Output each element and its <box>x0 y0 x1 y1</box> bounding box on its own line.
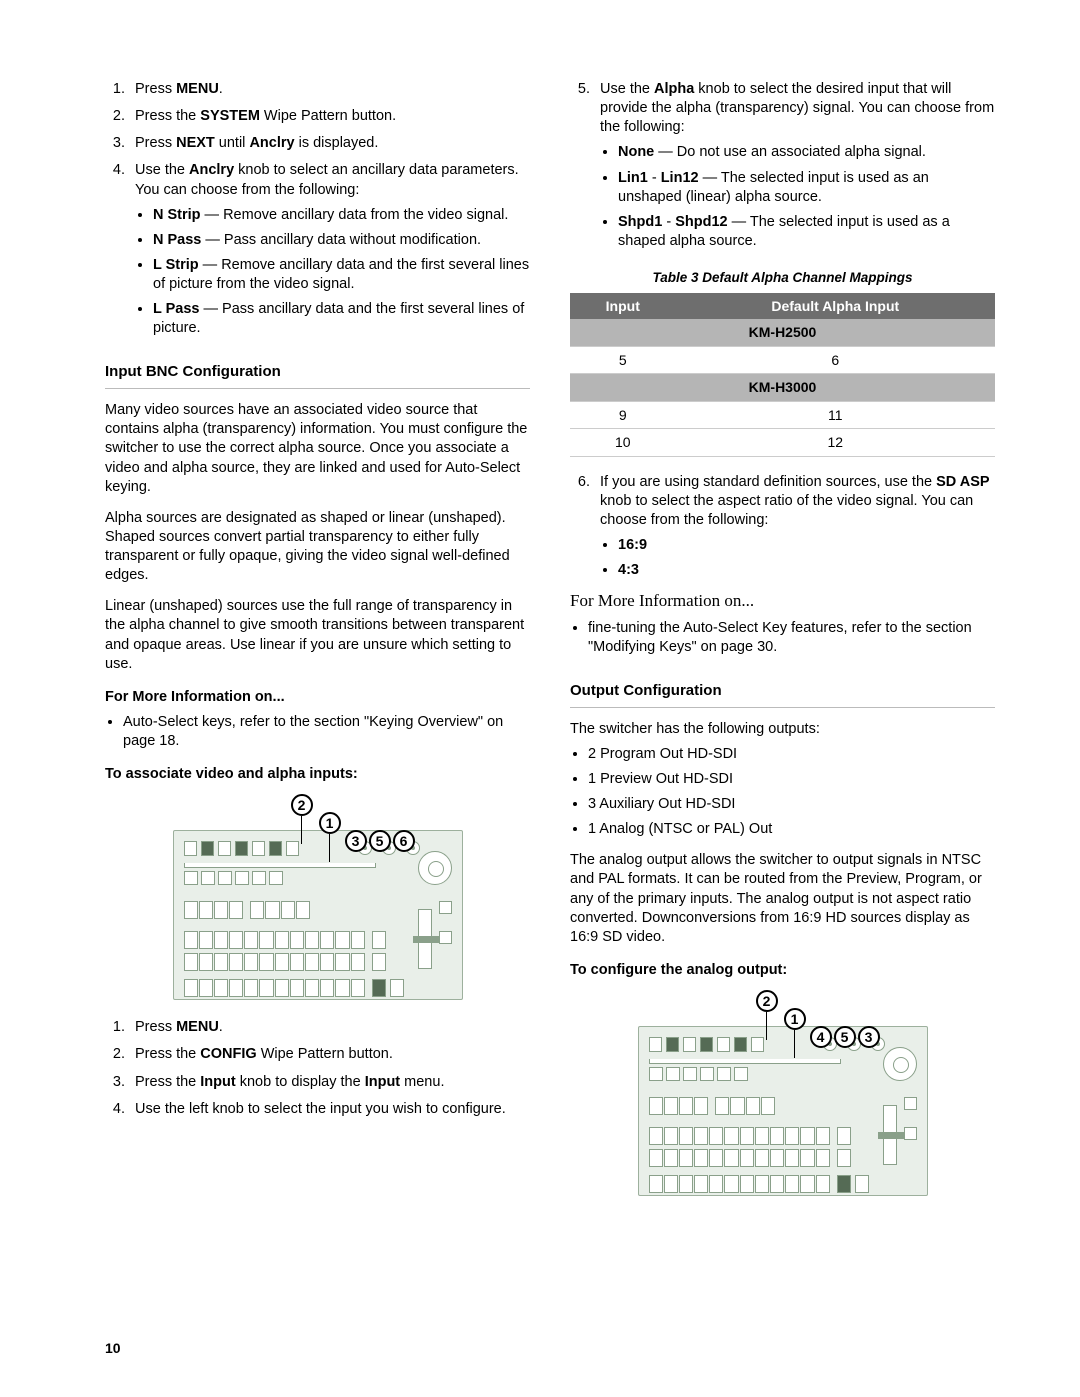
output-item: 3 Auxiliary Out HD-SDI <box>588 795 995 814</box>
left-column: Press MENU. Press the SYSTEM Wipe Patter… <box>105 80 530 1214</box>
option: Lin1 - Lin12 — The selected input is use… <box>618 169 995 207</box>
more-info-heading: For More Information on... <box>570 590 995 612</box>
callout-1: 1 <box>319 812 341 834</box>
switcher-panel <box>173 830 463 1000</box>
section-output-config: Output Configuration <box>570 681 995 708</box>
output-item: 1 Preview Out HD-SDI <box>588 770 995 789</box>
switcher-diagram-1: 2 1 3 5 6 <box>173 794 463 1004</box>
jog-wheel-icon <box>883 1047 917 1081</box>
option: Shpd1 - Shpd12 — The selected input is u… <box>618 213 995 251</box>
callout-5: 5 <box>369 830 391 852</box>
paragraph: Alpha sources are designated as shaped o… <box>105 509 530 586</box>
section-input-bnc: Input BNC Configuration <box>105 362 530 389</box>
page: Press MENU. Press the SYSTEM Wipe Patter… <box>0 0 1080 1254</box>
step: Use the left knob to select the input yo… <box>129 1100 530 1119</box>
ratio: 16:9 <box>618 536 995 555</box>
callout-1: 1 <box>784 1008 806 1030</box>
table-row: 911 <box>570 401 995 428</box>
option: L Strip — Remove ancillary data and the … <box>153 256 530 294</box>
step: Press MENU. <box>129 80 530 99</box>
steps-alpha: Use the Alpha knob to select the desired… <box>570 80 995 251</box>
right-column: Use the Alpha knob to select the desired… <box>570 80 995 1214</box>
option: None — Do not use an associated alpha si… <box>618 143 995 162</box>
table-row: 56 <box>570 346 995 373</box>
analog-heading: To configure the analog output: <box>570 961 995 980</box>
alpha-options: None — Do not use an associated alpha si… <box>600 143 995 251</box>
ancillary-options: N Strip — Remove ancillary data from the… <box>135 206 530 339</box>
option: N Strip — Remove ancillary data from the… <box>153 206 530 225</box>
steps-sdasp: If you are using standard definition sou… <box>570 473 995 581</box>
ratio: 4:3 <box>618 561 995 580</box>
step: Press the CONFIG Wipe Pattern button. <box>129 1045 530 1064</box>
t-bar-icon <box>883 1105 897 1165</box>
callout-6: 6 <box>393 830 415 852</box>
step: Press the SYSTEM Wipe Pattern button. <box>129 107 530 126</box>
table-caption: Table 3 Default Alpha Channel Mappings <box>570 269 995 287</box>
more-info-list: fine-tuning the Auto-Select Key features… <box>570 619 995 657</box>
paragraph: Many video sources have an associated vi… <box>105 401 530 497</box>
step: Use the Alpha knob to select the desired… <box>594 80 995 251</box>
table-row: 1012 <box>570 429 995 456</box>
option: N Pass — Pass ancillary data without mod… <box>153 231 530 250</box>
paragraph: Linear (unshaped) sources use the full r… <box>105 597 530 674</box>
more-info-item: Auto-Select keys, refer to the section "… <box>123 713 530 751</box>
callout-2: 2 <box>291 794 313 816</box>
callout-3: 3 <box>858 1026 880 1048</box>
alpha-mappings-table: InputDefault Alpha Input KM-H2500 56 KM-… <box>570 293 995 457</box>
option: L Pass — Pass ancillary data and the fir… <box>153 300 530 338</box>
callout-2: 2 <box>756 990 778 1012</box>
step: If you are using standard definition sou… <box>594 473 995 581</box>
aspect-ratios: 16:9 4:3 <box>600 536 995 580</box>
paragraph: The switcher has the following outputs: <box>570 720 995 739</box>
steps-input-config: Press MENU. Press the CONFIG Wipe Patter… <box>105 1018 530 1119</box>
callout-4: 4 <box>810 1026 832 1048</box>
step: Press the Input knob to display the Inpu… <box>129 1073 530 1092</box>
switcher-diagram-2: 2 1 4 5 3 <box>638 990 928 1200</box>
more-info-heading: For More Information on... <box>105 688 530 707</box>
table-header: InputDefault Alpha Input <box>570 293 995 319</box>
step: Press NEXT until Anclry is displayed. <box>129 134 530 153</box>
output-list: 2 Program Out HD-SDI 1 Preview Out HD-SD… <box>570 745 995 840</box>
paragraph: The analog output allows the switcher to… <box>570 851 995 947</box>
step: Press MENU. <box>129 1018 530 1037</box>
output-item: 1 Analog (NTSC or PAL) Out <box>588 820 995 839</box>
callout-5: 5 <box>834 1026 856 1048</box>
t-bar-icon <box>418 909 432 969</box>
associate-heading: To associate video and alpha inputs: <box>105 765 530 784</box>
more-info-list: Auto-Select keys, refer to the section "… <box>105 713 530 751</box>
switcher-panel <box>638 1026 928 1196</box>
table-group: KM-H2500 <box>570 319 995 346</box>
table-group: KM-H3000 <box>570 374 995 401</box>
step: Use the Anclry knob to select an ancilla… <box>129 161 530 338</box>
jog-wheel-icon <box>418 851 452 885</box>
page-number: 10 <box>105 1339 121 1357</box>
more-info-item: fine-tuning the Auto-Select Key features… <box>588 619 995 657</box>
callout-3: 3 <box>345 830 367 852</box>
steps-ancillary: Press MENU. Press the SYSTEM Wipe Patter… <box>105 80 530 338</box>
output-item: 2 Program Out HD-SDI <box>588 745 995 764</box>
